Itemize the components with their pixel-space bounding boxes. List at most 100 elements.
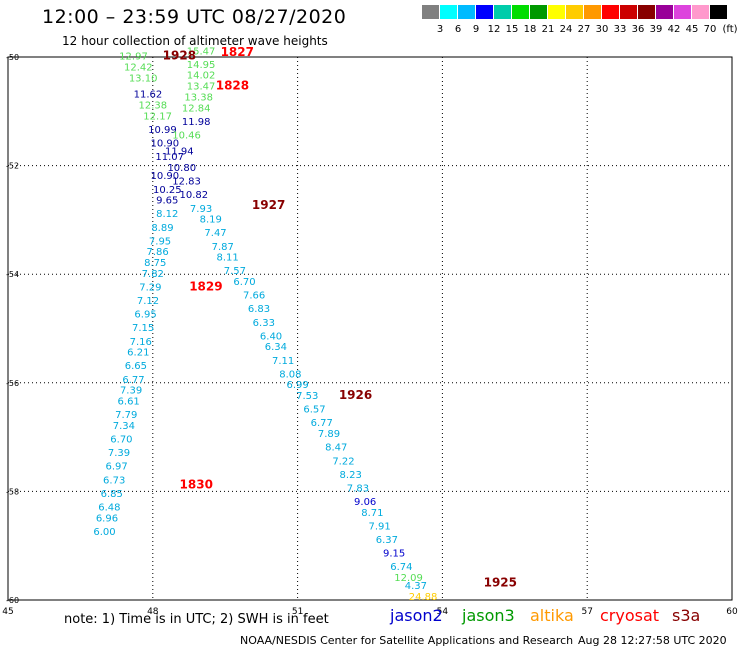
wave-height-value: 6.74 [390, 562, 412, 573]
pass-number-label: 1927 [252, 198, 285, 212]
wave-height-value: 6.21 [127, 348, 149, 359]
wave-height-value: 7.53 [296, 391, 318, 402]
lon-tick-label: 60 [726, 607, 738, 617]
wave-height-value: 7.89 [318, 429, 340, 440]
wave-height-value: 7.12 [137, 296, 159, 307]
wave-height-value: 12.83 [172, 177, 201, 188]
legend-label: 21 [541, 24, 555, 35]
mission-altika-label: altika [530, 606, 574, 625]
legend-swatch [656, 5, 673, 19]
wave-height-value: 6.48 [98, 502, 120, 513]
wave-height-value: 6.77 [122, 375, 144, 386]
legend-label: 24 [559, 24, 573, 35]
wave-height-value: 7.82 [142, 269, 164, 280]
legend-label: 33 [613, 24, 627, 35]
wave-height-value: 7.95 [149, 236, 171, 247]
legend-swatch [440, 5, 457, 19]
pass-number-label: 1827 [221, 45, 254, 59]
legend-swatch [422, 5, 439, 19]
wave-height-value: 6.73 [103, 475, 125, 486]
wave-height-value: 13.47 [187, 82, 216, 93]
pass-number-label: 1829 [189, 279, 222, 293]
legend-label: 15 [505, 24, 519, 35]
wave-height-value: 8.71 [361, 508, 383, 519]
pass-number-label: 1830 [180, 478, 213, 492]
wave-height-value: 8.19 [200, 215, 222, 226]
legend-swatch [584, 5, 601, 19]
lat-tick-label: -52 [6, 162, 19, 171]
lat-tick-label: -50 [6, 53, 19, 62]
wave-height-value: 7.86 [146, 247, 168, 258]
wave-height-value: 7.34 [113, 421, 135, 432]
legend-swatch [548, 5, 565, 19]
pass-number-label: 1828 [216, 79, 249, 93]
wave-height-value: 4.37 [405, 581, 427, 592]
lon-tick-label: 54 [437, 607, 449, 617]
lat-tick-label: -60 [6, 596, 19, 605]
wave-height-value: 10.90 [151, 139, 180, 150]
wave-height-value: 6.33 [253, 318, 275, 329]
wave-height-value: 6.65 [125, 361, 147, 372]
legend-label: 9 [472, 24, 480, 35]
mission-cryosat-label: cryosat [600, 606, 660, 625]
wave-height-value: 7.83 [347, 483, 369, 494]
wave-height-value: 10.82 [180, 190, 209, 201]
wave-height-value: 13.10 [129, 73, 158, 84]
wave-height-value: 13.38 [184, 92, 213, 103]
legend-label: 3 [436, 24, 444, 35]
wave-height-value: 6.61 [118, 397, 140, 408]
wave-height-value: 11.94 [165, 147, 194, 158]
wave-height-value: 10.99 [148, 125, 177, 136]
map-frame [7, 56, 733, 601]
wave-height-value: 7.16 [130, 337, 152, 348]
wave-height-value: 6.34 [265, 342, 287, 353]
wave-height-value: 6.77 [311, 418, 333, 429]
legend-swatch [512, 5, 529, 19]
wave-height-value: 24.88 [409, 592, 438, 603]
lon-tick-label: 57 [581, 607, 592, 617]
wave-height-value: 11.07 [155, 152, 184, 163]
legend-swatch [620, 5, 637, 19]
wave-height-value: 11.98 [182, 117, 211, 128]
legend-label: 45 [685, 24, 699, 35]
wave-height-value: 6.83 [248, 304, 270, 315]
wave-height-value: 12.97 [119, 52, 148, 63]
lat-tick-label: -54 [6, 270, 19, 279]
wave-height-value: 12.84 [182, 103, 211, 114]
wave-height-value: 6.37 [376, 535, 398, 546]
legend-label: 70 [703, 24, 717, 35]
wave-height-value: 10.46 [172, 130, 201, 141]
legend-label: 30 [595, 24, 609, 35]
wave-height-value: 7.91 [369, 521, 391, 532]
pass-number-label: 1926 [339, 388, 372, 402]
wave-height-value: 7.29 [139, 282, 161, 293]
wave-height-value: 10.80 [167, 163, 196, 174]
legend-label: 39 [649, 24, 663, 35]
wave-height-value: 7.22 [332, 456, 354, 467]
legend-swatch [674, 5, 691, 19]
wave-height-value: 10.90 [151, 171, 180, 182]
pass-number-label: 1928 [163, 49, 196, 63]
wave-height-value: 7.39 [120, 386, 142, 397]
wave-height-value: 7.15 [132, 323, 154, 334]
note-text: note: 1) Time is in UTC; 2) SWH is in fe… [64, 612, 329, 627]
lon-tick-label: 45 [2, 607, 13, 617]
wave-height-value: 11.62 [134, 90, 163, 101]
page-subtitle: 12 hour collection of altimeter wave hei… [62, 34, 328, 48]
wave-height-value: 8.75 [144, 258, 166, 269]
wave-height-value: 12.09 [394, 573, 423, 584]
wave-height-value: 8.47 [325, 443, 347, 454]
legend-swatch [638, 5, 655, 19]
lat-tick-label: -56 [6, 379, 19, 388]
wave-height-value: 9.15 [383, 549, 405, 560]
wave-height-value: 8.23 [340, 470, 362, 481]
wave-height-value: 14.02 [187, 71, 216, 82]
wave-height-value: 7.11 [272, 356, 294, 367]
wave-height-value: 9.65 [156, 196, 178, 207]
wave-height-value: 14.95 [187, 60, 216, 71]
credit-text: NOAA/NESDIS Center for Satellite Applica… [240, 634, 574, 647]
legend-swatch [476, 5, 493, 19]
wave-height-value: 6.00 [93, 527, 115, 538]
wave-height-value: 7.66 [243, 291, 265, 302]
